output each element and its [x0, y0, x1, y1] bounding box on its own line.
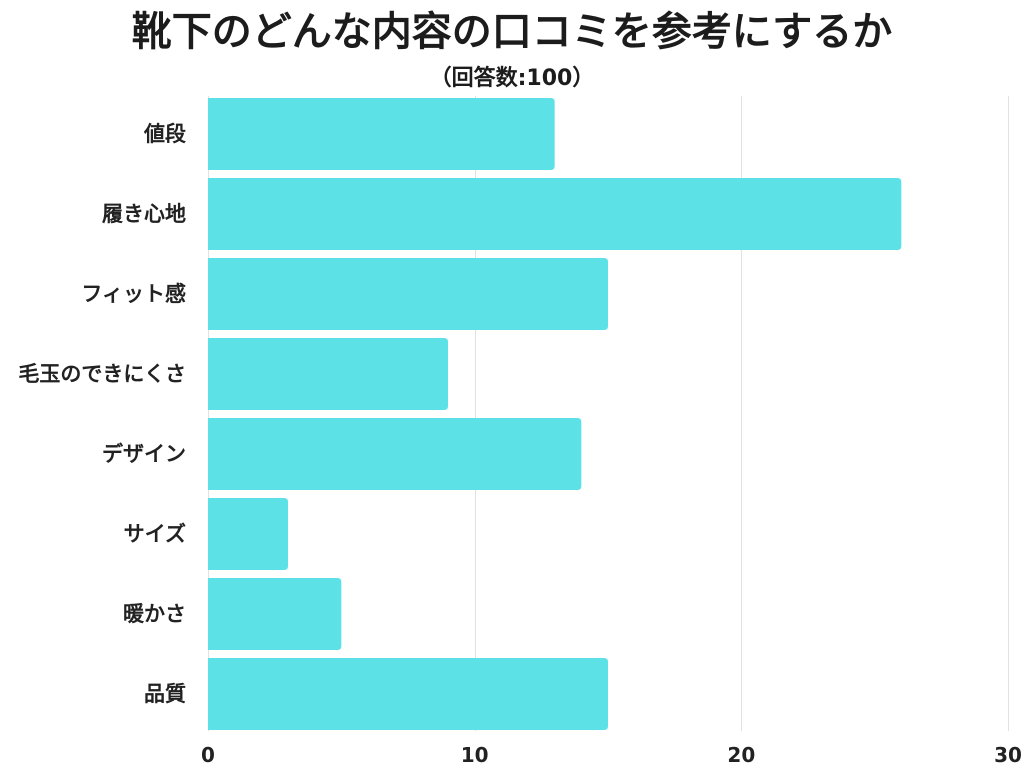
- category-label: 品質: [144, 682, 186, 706]
- chart-subtitle: （回答数:100）: [429, 66, 595, 91]
- category-label: 暖かさ: [123, 602, 186, 626]
- bar: [208, 418, 582, 490]
- bar: [208, 178, 902, 250]
- x-tick-label: 20: [727, 743, 755, 767]
- bar: [208, 498, 288, 570]
- category-label: フィット感: [81, 282, 186, 306]
- bar: [208, 658, 608, 730]
- category-label: デザイン: [102, 442, 186, 466]
- x-tick-label: 30: [994, 743, 1022, 767]
- category-label: 値段: [143, 122, 186, 146]
- bar: [208, 258, 608, 330]
- category-label: 履き心地: [102, 202, 186, 226]
- bar: [208, 98, 555, 170]
- category-label: サイズ: [124, 522, 186, 546]
- x-tick-labels: 0 10 20 30: [201, 743, 1022, 767]
- category-label: 毛玉のできにくさ: [18, 362, 186, 386]
- x-tick-label: 0: [201, 743, 215, 767]
- bars: [208, 98, 902, 730]
- bar: [208, 338, 448, 410]
- x-tick-label: 10: [461, 743, 489, 767]
- chart-title: 靴下のどんな内容の口コミを参考にするか: [131, 9, 893, 55]
- bar: [208, 578, 342, 650]
